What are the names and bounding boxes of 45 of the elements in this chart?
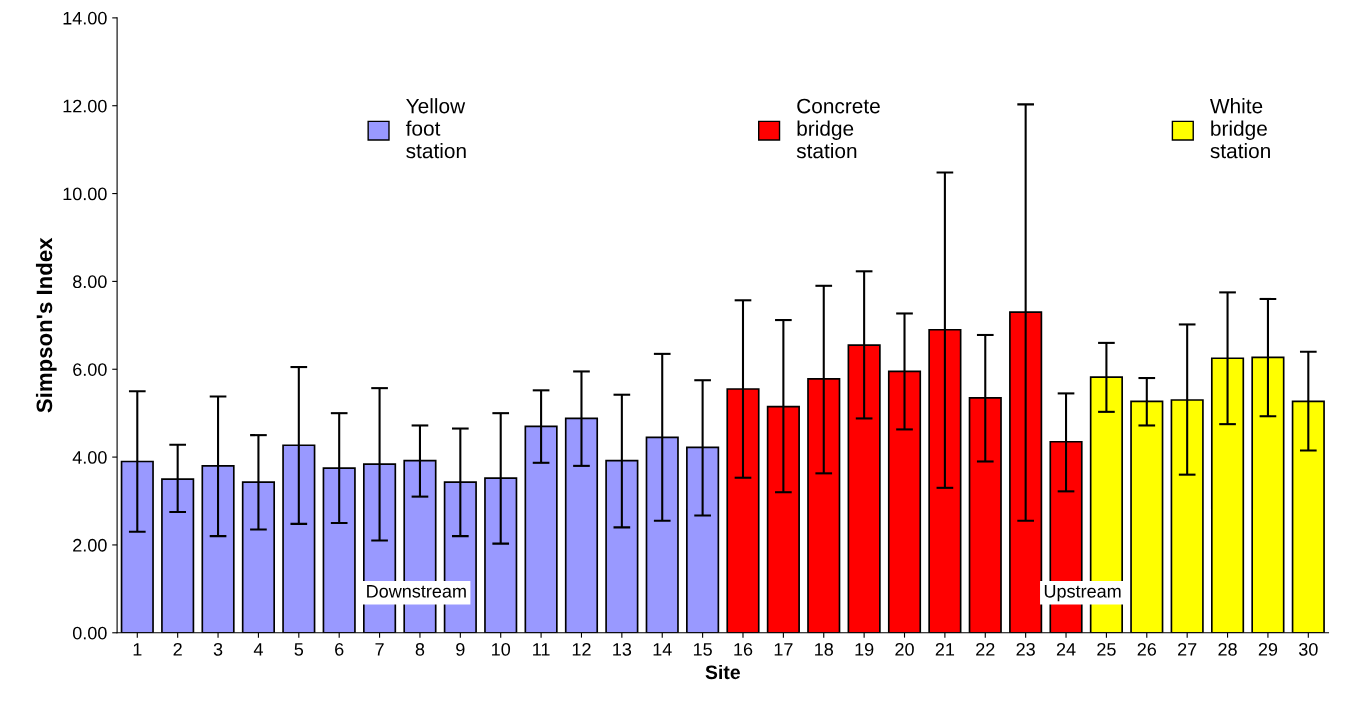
y-tick-label: 14.00	[63, 11, 107, 25]
x-tick-label: 27	[1178, 642, 1197, 656]
x-tick-label: 15	[693, 643, 712, 656]
x-tick-label: 26	[1137, 642, 1157, 656]
legend-label: White bridge station	[1209, 98, 1270, 159]
x-tick-label: 29	[1258, 642, 1278, 656]
x-tick-label: 5	[294, 643, 304, 656]
x-tick-label: 9	[456, 642, 465, 656]
x-tick-label: 22	[976, 642, 995, 656]
x-tick-label: 2	[173, 642, 182, 656]
x-tick-label: 7	[375, 643, 384, 656]
y-axis-title: Simpson's Index	[35, 237, 57, 413]
annotation: Upstream	[1044, 585, 1121, 602]
legend-label: Concrete bridge station	[796, 98, 880, 159]
x-axis-title: Site	[705, 664, 740, 680]
x-tick-label: 6	[335, 642, 344, 656]
x-tick-label: 20	[895, 642, 914, 656]
y-tick-label: 12.00	[63, 99, 107, 113]
x-tick-label: 8	[415, 642, 425, 656]
x-tick-label: 13	[613, 642, 632, 656]
y-tick-label: 10.00	[63, 187, 107, 201]
y-tick-label: 4.00	[72, 451, 107, 464]
x-tick-label: 17	[774, 643, 793, 656]
x-tick-label: 3	[213, 642, 223, 656]
x-tick-label: 25	[1097, 642, 1116, 656]
y-tick-label: 2.00	[73, 538, 107, 552]
x-tick-label: 4	[253, 643, 263, 656]
x-tick-label: 23	[1016, 642, 1035, 656]
x-tick-label: 1	[133, 643, 142, 656]
x-tick-label: 18	[815, 642, 834, 656]
y-tick-label: 0.00	[72, 626, 107, 640]
x-tick-label: 30	[1298, 642, 1318, 656]
x-tick-label: 16	[734, 642, 753, 656]
y-tick-label: 6.00	[73, 363, 107, 376]
x-tick-label: 19	[855, 642, 874, 656]
x-tick-label: 10	[492, 642, 511, 656]
legend-label: Yellow foot station	[405, 98, 466, 159]
y-tick-label: 8.00	[73, 275, 107, 289]
x-tick-label: 11	[533, 643, 550, 656]
x-tick-label: 14	[653, 643, 672, 656]
annotation: Downstream	[367, 585, 466, 598]
x-tick-label: 12	[572, 642, 591, 656]
x-tick-label: 21	[935, 642, 955, 656]
x-tick-label: 24	[1056, 642, 1076, 656]
x-tick-label: 28	[1218, 642, 1237, 656]
